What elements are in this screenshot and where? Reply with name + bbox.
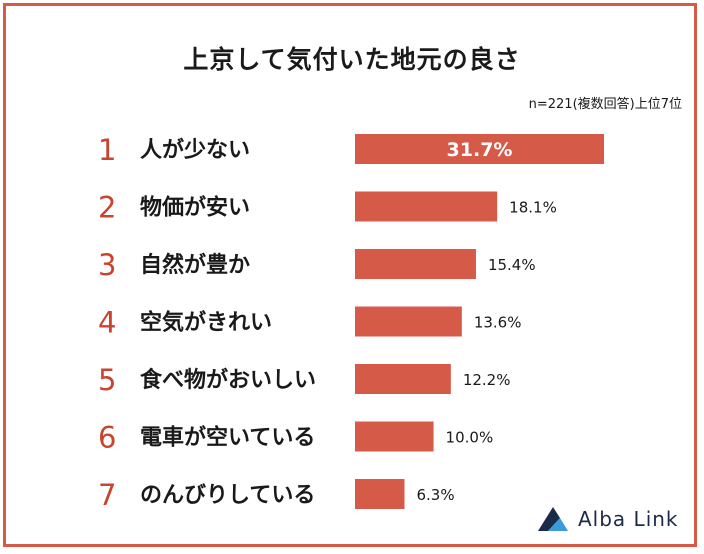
rank-label: 6 <box>98 421 116 455</box>
rank-label: 7 <box>98 478 116 512</box>
value-label: 18.1% <box>509 199 557 217</box>
brand-logo: Alba Link <box>536 505 679 533</box>
rank-label: 2 <box>98 191 116 225</box>
value-label: 15.4% <box>488 256 536 274</box>
bar <box>355 479 405 509</box>
chart-frame <box>3 3 697 547</box>
bar <box>355 191 498 222</box>
bar <box>355 306 462 337</box>
category-label: 電車が空いている <box>140 425 315 451</box>
chart-title: 上京して気付いた地元の良さ <box>183 45 521 74</box>
category-label: 物価が安い <box>140 195 250 221</box>
rank-label: 3 <box>98 248 116 282</box>
category-label: 自然が豊か <box>140 252 250 278</box>
category-label: 人が少ない <box>140 137 250 163</box>
value-label: 12.2% <box>463 371 511 389</box>
rank-label: 4 <box>98 306 116 340</box>
sample-note: n=221(複数回答)上位7位 <box>528 97 682 112</box>
brand-name: Alba Link <box>578 507 679 531</box>
rank-label: 5 <box>98 363 116 397</box>
bar <box>355 249 476 279</box>
bar <box>355 421 434 452</box>
value-label: 10.0% <box>446 429 494 447</box>
bar <box>355 364 451 394</box>
value-label: 13.6% <box>474 314 522 332</box>
category-label: 空気がきれい <box>140 310 272 336</box>
alba-link-logo-icon <box>538 507 568 531</box>
category-label: のんびりしている <box>140 483 315 508</box>
category-label: 食べ物がおいしい <box>140 367 316 393</box>
value-label: 31.7% <box>447 139 513 161</box>
rank-label: 1 <box>98 133 116 167</box>
value-label: 6.3% <box>416 486 454 504</box>
bar <box>355 134 604 164</box>
